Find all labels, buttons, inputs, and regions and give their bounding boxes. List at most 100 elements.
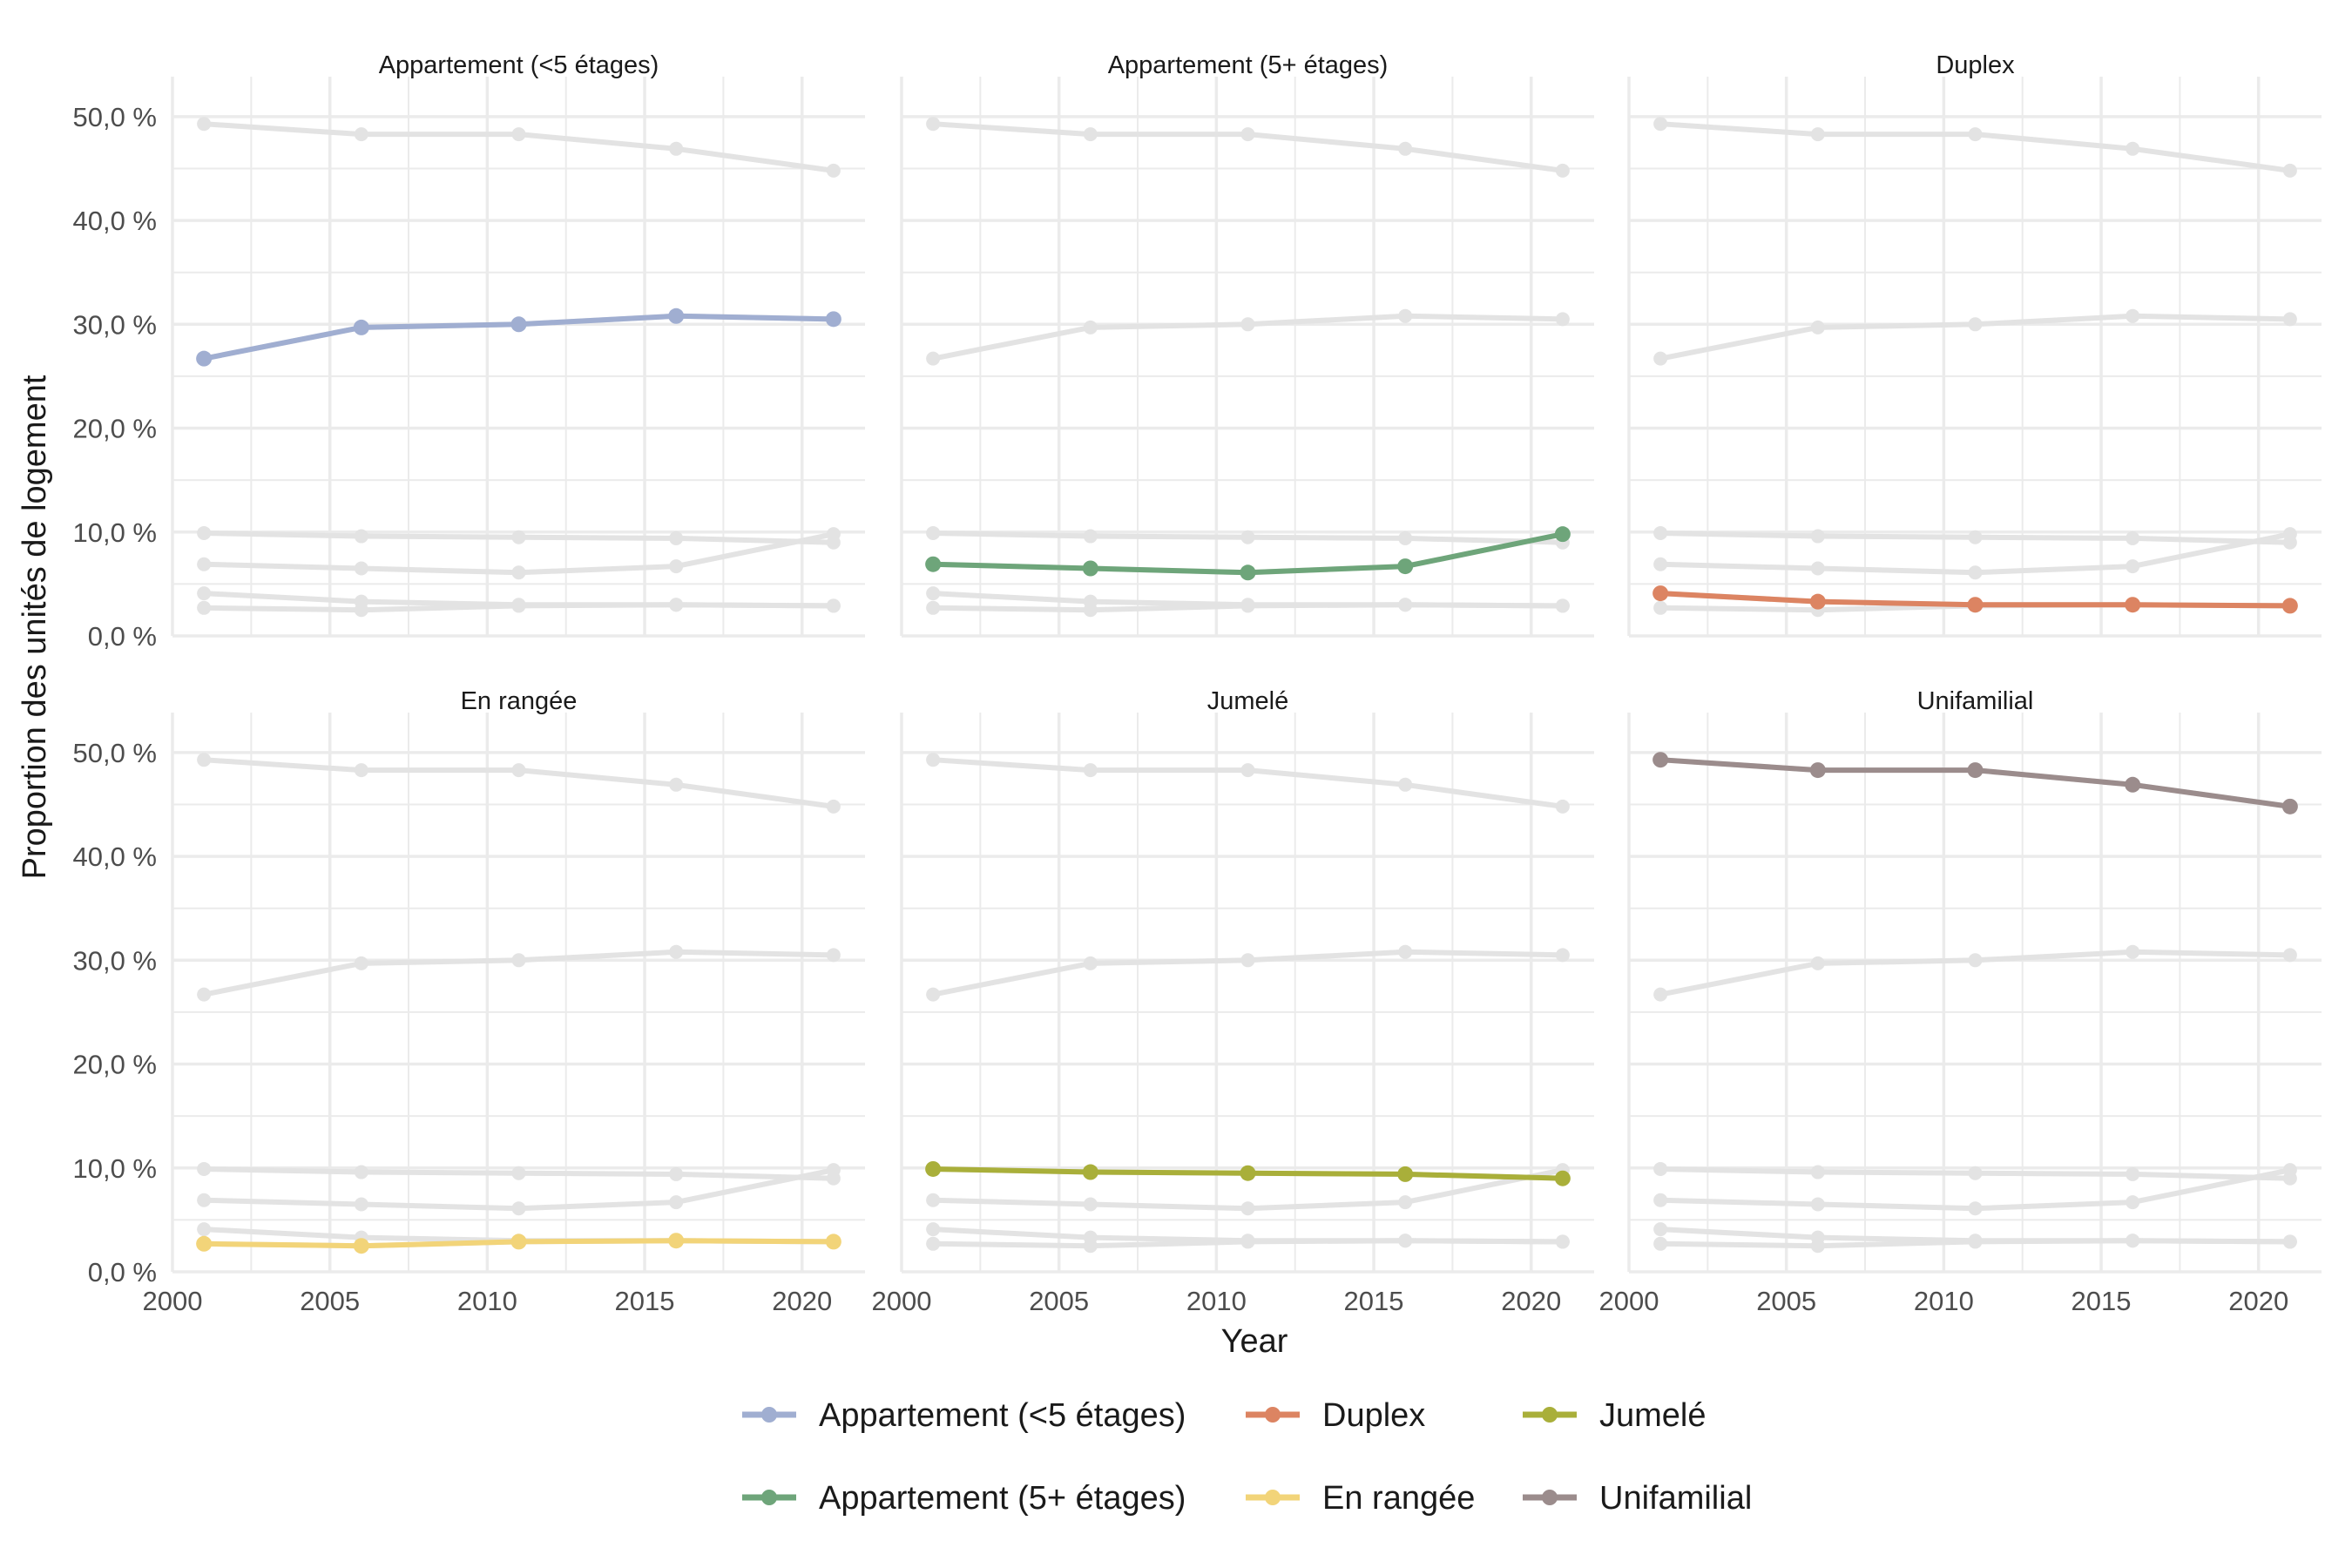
facet-strip-label: Appartement (<5 étages): [379, 51, 659, 79]
background-series-point: [669, 531, 684, 545]
highlight-series-point: [668, 1233, 685, 1249]
background-series-point: [1240, 530, 1255, 544]
background-series-point: [826, 948, 841, 963]
background-series-point: [1398, 777, 1413, 792]
background-series-point: [1968, 1166, 1983, 1180]
background-series-point: [2282, 312, 2297, 327]
x-tick-label: 2005: [1756, 1286, 1816, 1316]
x-tick-label: 2010: [1186, 1286, 1247, 1316]
background-series-point: [511, 1166, 526, 1180]
background-series-point: [511, 598, 526, 613]
background-series-point: [197, 525, 212, 540]
highlight-series-point: [1967, 597, 1984, 613]
legend-label: Appartement (<5 étages): [819, 1397, 1186, 1434]
background-series-point: [669, 777, 684, 792]
background-series-point: [826, 598, 841, 613]
legend-key-point: [1542, 1407, 1558, 1423]
background-series-point: [926, 525, 941, 540]
highlight-series-point: [2125, 597, 2141, 613]
background-series-point: [2126, 141, 2140, 156]
background-series-point: [926, 117, 941, 132]
background-series-point: [354, 1165, 368, 1179]
background-series-point: [354, 956, 368, 970]
facet-panel: Unifamilial: [1627, 687, 2322, 1274]
legend-item: Unifamilial: [1523, 1480, 1752, 1517]
background-series-point: [1968, 317, 1983, 332]
background-series-point: [1398, 1233, 1413, 1248]
background-series-point: [1653, 1236, 1668, 1251]
highlight-series-point: [1809, 762, 1826, 779]
x-tick-label: 2000: [872, 1286, 932, 1316]
background-series-point: [2126, 944, 2140, 959]
background-series-point: [1398, 944, 1413, 959]
y-tick-label: 20,0 %: [72, 414, 157, 444]
background-series-point: [197, 586, 212, 601]
background-series-point: [1240, 953, 1255, 968]
background-series-point: [926, 1222, 941, 1237]
background-series-point: [2126, 531, 2140, 545]
highlight-series-point: [510, 316, 527, 333]
background-series-point: [1653, 1161, 1668, 1176]
facet-panel: Appartement (5+ étages): [900, 51, 1594, 638]
background-series-point: [197, 753, 212, 767]
background-series-point: [511, 530, 526, 544]
background-series-point: [2282, 1171, 2297, 1186]
background-series-point: [1653, 117, 1668, 132]
y-tick-label: 50,0 %: [72, 102, 157, 132]
background-series-point: [1398, 598, 1413, 612]
x-tick-label: 2015: [615, 1286, 675, 1316]
background-series-point: [2282, 535, 2297, 550]
facet-strip-label: Appartement (5+ étages): [1108, 51, 1389, 79]
background-series-point: [1398, 308, 1413, 323]
background-series-point: [2126, 1233, 2140, 1248]
background-series-point: [1653, 987, 1668, 1002]
x-tick-label: 2010: [457, 1286, 517, 1316]
highlight-series-point: [1240, 1165, 1256, 1181]
y-axis-title: Proportion des unités de logement: [17, 375, 53, 879]
background-series-point: [1810, 1239, 1825, 1254]
background-series-point: [1810, 956, 1825, 970]
facet-panel: Duplex: [1627, 51, 2322, 638]
legend-key-point: [1265, 1407, 1281, 1423]
background-series-point: [1398, 141, 1413, 156]
background-series-point: [1555, 312, 1570, 327]
background-series-point: [1555, 598, 1570, 613]
background-series-point: [1398, 1195, 1413, 1210]
highlight-series-point: [353, 319, 369, 335]
background-series-point: [511, 763, 526, 778]
background-series-point: [1653, 557, 1668, 571]
legend-key-point: [1542, 1490, 1558, 1505]
y-tick-label: 0,0 %: [88, 621, 157, 652]
y-tick-label: 30,0 %: [72, 945, 157, 976]
y-tick-label: 30,0 %: [72, 309, 157, 340]
background-series-point: [1968, 530, 1983, 544]
background-series-point: [1653, 351, 1668, 366]
highlight-series-point: [510, 1233, 527, 1250]
y-tick-label: 10,0 %: [72, 517, 157, 548]
background-series-point: [1083, 320, 1098, 335]
axes: 0,0 % 10,0 % 20,0 % 30,0 % 40,0 % 50,0 % 0,0 %…: [72, 102, 2288, 1316]
background-series-point: [926, 1236, 941, 1251]
background-series-point: [1810, 529, 1825, 544]
background-series-point: [826, 799, 841, 814]
facet-panels: Appartement (<5 étages) Appartement (5+ é…: [171, 51, 2322, 1274]
background-series-point: [511, 127, 526, 142]
highlight-series-point: [196, 1235, 213, 1252]
background-series-point: [1083, 127, 1098, 142]
x-tick-label: 2000: [143, 1286, 203, 1316]
background-series-point: [826, 535, 841, 550]
highlight-series-point: [1652, 585, 1669, 602]
legend-label: Jumelé: [1599, 1397, 1707, 1434]
background-series-point: [197, 1193, 212, 1207]
background-series-point: [354, 561, 368, 576]
highlight-series-point: [1967, 762, 1984, 779]
background-series-point: [2126, 559, 2140, 574]
background-series-point: [197, 117, 212, 132]
background-series-point: [1083, 1197, 1098, 1212]
facet-panel: Appartement (<5 étages): [171, 51, 865, 638]
background-series-point: [2282, 1234, 2297, 1249]
highlight-series-point: [1809, 593, 1826, 610]
background-series-point: [197, 1161, 212, 1176]
background-series-point: [1810, 127, 1825, 142]
background-series-point: [1083, 1239, 1098, 1254]
